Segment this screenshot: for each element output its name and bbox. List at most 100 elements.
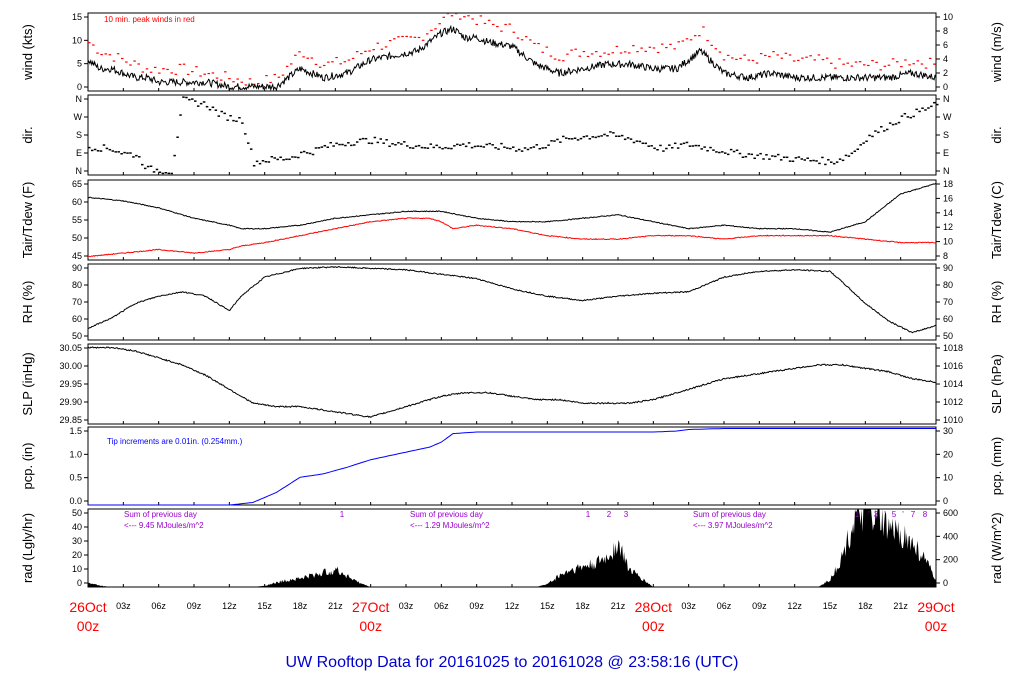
dir-point <box>241 122 244 124</box>
dir-point <box>756 154 759 157</box>
peak-wind-mark <box>265 74 268 77</box>
peak-wind-mark <box>636 51 639 53</box>
x-hour-label: 18z <box>293 601 308 611</box>
peak-wind-mark <box>434 28 437 30</box>
dir-point <box>541 147 544 149</box>
left-tick-label: 10 <box>72 564 82 574</box>
left-tick-label: 45 <box>72 251 82 261</box>
left-tick-label: 20 <box>72 550 82 560</box>
x-hour-label: 12z <box>505 601 520 611</box>
dir-point <box>196 105 200 107</box>
dir-point <box>874 130 877 132</box>
peak-wind-mark <box>417 36 421 39</box>
dir-point <box>859 144 862 146</box>
right-tick-label: 50 <box>943 331 953 341</box>
right-tick-label: 10 <box>943 12 953 22</box>
peak-wind-mark <box>586 55 590 58</box>
peak-wind-mark <box>772 51 775 53</box>
peak-wind-mark <box>467 15 470 17</box>
peak-wind-mark <box>380 48 384 50</box>
rad-tick-mark-label: ' <box>902 510 904 519</box>
rad-sum-value: <--- 1.29 MJoules/m^2 <box>410 521 490 530</box>
left-tick-label: 80 <box>72 280 82 290</box>
dir-point <box>488 142 491 145</box>
right-tick-label: 4 <box>943 54 948 64</box>
right-tick-label: 80 <box>943 280 953 290</box>
wind-annotation: 10 min. peak winds in red <box>104 15 195 24</box>
dir-point <box>565 137 568 139</box>
peak-wind-mark <box>714 48 718 50</box>
left-axis-label: RH (%) <box>20 281 35 324</box>
peak-wind-mark <box>302 56 305 58</box>
right-tick-label: N <box>943 94 950 104</box>
dir-point <box>691 145 695 147</box>
series-line-wind-1 <box>87 24 937 92</box>
peak-wind-mark <box>496 25 499 28</box>
left-tick-label: 50 <box>72 508 82 518</box>
dir-point <box>635 140 639 142</box>
dir-point <box>105 147 109 150</box>
peak-wind-mark <box>318 66 322 68</box>
dir-point <box>170 172 173 175</box>
right-tick-label: 400 <box>943 531 958 541</box>
dir-point <box>883 130 886 132</box>
dir-point <box>600 135 603 137</box>
peak-wind-mark <box>689 39 693 41</box>
dir-point <box>173 154 176 157</box>
dir-point <box>791 160 795 163</box>
dir-point <box>682 142 686 145</box>
dir-point <box>523 147 527 149</box>
right-tick-label: 1018 <box>943 343 963 353</box>
left-tick-label: N <box>76 94 83 104</box>
peak-wind-mark <box>537 42 540 45</box>
x-hour-label: 09z <box>469 601 484 611</box>
dir-point <box>332 145 335 147</box>
peak-wind-mark <box>269 81 272 84</box>
panel-frame <box>87 508 937 588</box>
dir-point <box>320 146 324 148</box>
peak-wind-mark <box>768 55 771 58</box>
peak-wind-mark <box>162 68 165 70</box>
dir-point <box>585 135 589 137</box>
peak-wind-mark <box>508 23 511 25</box>
dir-point <box>167 172 170 175</box>
peak-wind-mark <box>595 51 598 53</box>
dir-point <box>385 139 388 141</box>
peak-wind-mark <box>611 52 615 54</box>
dir-point <box>818 162 821 165</box>
dir-point <box>423 147 427 149</box>
dir-point <box>659 144 662 147</box>
series-line-slp-0 <box>87 346 937 419</box>
dir-point <box>350 144 353 147</box>
dir-point <box>567 137 571 140</box>
dir-point <box>476 145 480 147</box>
dir-point <box>435 144 438 147</box>
right-axis-label: SLP (hPa) <box>989 354 1004 414</box>
peak-wind-mark <box>289 63 293 65</box>
peak-wind-mark <box>322 64 326 67</box>
dir-point <box>735 149 739 152</box>
peak-wind-mark <box>685 38 689 40</box>
peak-wind-mark <box>590 53 594 55</box>
dir-point <box>317 147 321 149</box>
peak-wind-mark <box>446 13 450 15</box>
dir-point <box>615 135 618 137</box>
x-date-hour-label: 00z <box>642 618 665 634</box>
dir-point <box>809 159 812 162</box>
right-axis-label: pcp. (mm) <box>989 437 1004 496</box>
dir-point <box>270 156 274 158</box>
left-tick-label: 15 <box>72 12 82 22</box>
x-hour-label: 12z <box>222 601 237 611</box>
peak-wind-mark <box>364 50 367 52</box>
dir-point <box>768 158 771 160</box>
left-axis-label: dir. <box>20 126 35 143</box>
x-hour-label: 12z <box>787 601 802 611</box>
dir-point <box>90 149 94 152</box>
dir-point <box>205 105 209 108</box>
peak-wind-mark <box>541 51 544 53</box>
panel-rad: rad (Lgly/hr) rad (W/m^2) 0 10 20 30 40 50 0 200 4… <box>20 508 1004 588</box>
peak-wind-mark <box>178 63 182 66</box>
dir-point <box>279 156 282 159</box>
peak-wind-mark <box>137 63 140 65</box>
rad-tick-mark-label: 1 <box>340 510 345 519</box>
